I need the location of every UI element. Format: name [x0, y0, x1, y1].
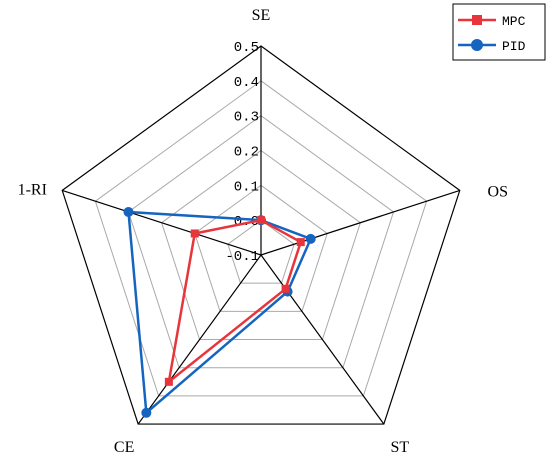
- legend-marker-mpc: [472, 15, 482, 25]
- axis-label-layer: SE OS ST CE 1-RI: [18, 7, 508, 456]
- axis-label-ce: CE: [114, 439, 134, 456]
- axis-line-ce: [137, 254, 262, 425]
- tick-label-4: 0.3: [234, 110, 259, 126]
- grid-ring-1: [227, 219, 295, 284]
- axis-label-st: ST: [391, 439, 410, 456]
- axis-label-se: SE: [252, 7, 271, 24]
- legend: MPC PID: [452, 3, 546, 61]
- series-line-pid: [127, 210, 313, 416]
- legend-label-pid: PID: [502, 39, 526, 54]
- grid-ring-3: [161, 149, 361, 341]
- axis-line-os: [260, 189, 460, 256]
- marker-mpc-os: [296, 238, 305, 247]
- grid-ring-5: [94, 80, 428, 397]
- series-layer: [123, 206, 316, 418]
- grid-ring-4: [127, 115, 395, 369]
- axis-label-1-ri: 1-RI: [18, 181, 47, 198]
- tick-label-3: 0.2: [234, 145, 259, 161]
- series-line-mpc: [167, 218, 303, 385]
- axis-label-os: OS: [488, 183, 508, 200]
- marker-mpc-ce: [164, 377, 173, 386]
- grid-ring-6: [61, 45, 461, 425]
- legend-label-mpc: MPC: [502, 14, 526, 29]
- tick-layer: -0.10.00.10.20.30.40.5: [225, 40, 259, 265]
- legend-marker-pid: [471, 39, 483, 51]
- marker-mpc-1-ri: [190, 229, 199, 238]
- axis-line-st: [260, 254, 385, 425]
- legend-box: [452, 3, 546, 61]
- legend-items: MPC PID: [458, 14, 526, 54]
- axis-line-1-ri: [62, 189, 262, 256]
- tick-label-0: -0.1: [225, 249, 259, 265]
- grid-ring-2: [194, 184, 328, 312]
- marker-pid-ce: [141, 407, 152, 418]
- grid-layer: [61, 45, 461, 425]
- marker-pid-os: [305, 233, 316, 244]
- marker-pid-1-ri: [123, 206, 134, 217]
- marker-mpc-st: [281, 284, 290, 293]
- tick-label-2: 0.1: [234, 179, 259, 195]
- tick-label-6: 0.5: [234, 40, 259, 56]
- tick-label-5: 0.4: [234, 75, 259, 91]
- marker-mpc-se: [257, 216, 265, 225]
